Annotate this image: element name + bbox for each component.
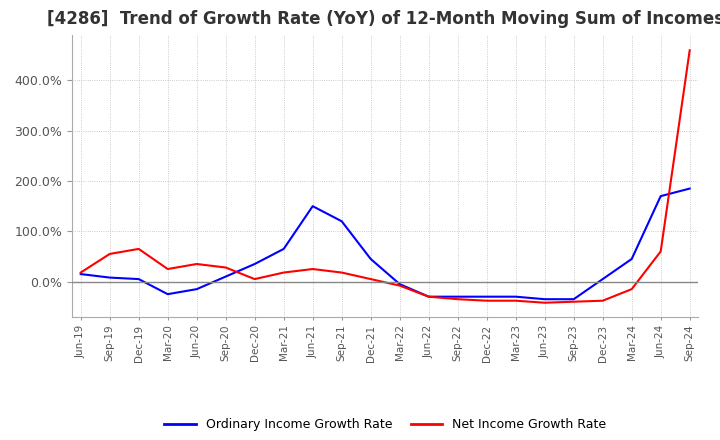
Ordinary Income Growth Rate	[482, 294, 491, 299]
Net Income Growth Rate	[366, 276, 375, 282]
Net Income Growth Rate	[279, 270, 288, 275]
Net Income Growth Rate	[395, 283, 404, 288]
Net Income Growth Rate	[135, 246, 143, 252]
Net Income Growth Rate	[163, 266, 172, 271]
Net Income Growth Rate	[685, 48, 694, 53]
Ordinary Income Growth Rate	[135, 276, 143, 282]
Net Income Growth Rate	[541, 300, 549, 305]
Net Income Growth Rate	[570, 299, 578, 304]
Net Income Growth Rate	[657, 249, 665, 254]
Net Income Growth Rate	[76, 270, 85, 275]
Ordinary Income Growth Rate	[395, 282, 404, 287]
Ordinary Income Growth Rate	[685, 186, 694, 191]
Ordinary Income Growth Rate	[251, 261, 259, 267]
Ordinary Income Growth Rate	[76, 271, 85, 277]
Legend: Ordinary Income Growth Rate, Net Income Growth Rate: Ordinary Income Growth Rate, Net Income …	[159, 413, 611, 436]
Net Income Growth Rate	[482, 298, 491, 303]
Ordinary Income Growth Rate	[511, 294, 520, 299]
Net Income Growth Rate	[627, 286, 636, 292]
Ordinary Income Growth Rate	[657, 194, 665, 199]
Net Income Growth Rate	[192, 261, 201, 267]
Net Income Growth Rate	[338, 270, 346, 275]
Title: [4286]  Trend of Growth Rate (YoY) of 12-Month Moving Sum of Incomes: [4286] Trend of Growth Rate (YoY) of 12-…	[47, 10, 720, 28]
Ordinary Income Growth Rate	[105, 275, 114, 280]
Ordinary Income Growth Rate	[454, 294, 462, 299]
Net Income Growth Rate	[598, 298, 607, 303]
Line: Net Income Growth Rate: Net Income Growth Rate	[81, 50, 690, 303]
Ordinary Income Growth Rate	[424, 294, 433, 299]
Net Income Growth Rate	[511, 298, 520, 303]
Net Income Growth Rate	[251, 276, 259, 282]
Ordinary Income Growth Rate	[221, 274, 230, 279]
Net Income Growth Rate	[424, 294, 433, 299]
Net Income Growth Rate	[454, 297, 462, 302]
Ordinary Income Growth Rate	[570, 297, 578, 302]
Line: Ordinary Income Growth Rate: Ordinary Income Growth Rate	[81, 189, 690, 299]
Ordinary Income Growth Rate	[338, 219, 346, 224]
Net Income Growth Rate	[105, 251, 114, 257]
Ordinary Income Growth Rate	[627, 257, 636, 262]
Ordinary Income Growth Rate	[366, 257, 375, 262]
Ordinary Income Growth Rate	[163, 292, 172, 297]
Ordinary Income Growth Rate	[192, 286, 201, 292]
Ordinary Income Growth Rate	[598, 276, 607, 282]
Net Income Growth Rate	[221, 265, 230, 270]
Net Income Growth Rate	[308, 266, 317, 271]
Ordinary Income Growth Rate	[308, 204, 317, 209]
Ordinary Income Growth Rate	[541, 297, 549, 302]
Ordinary Income Growth Rate	[279, 246, 288, 252]
